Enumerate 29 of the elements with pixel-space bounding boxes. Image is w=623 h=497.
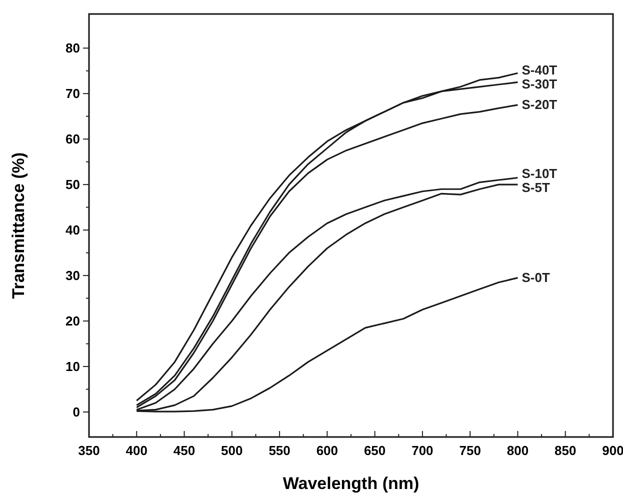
y-tick-label: 30 xyxy=(66,268,80,284)
y-tick-label: 80 xyxy=(66,40,80,56)
x-tick-label: 800 xyxy=(506,443,529,458)
y-tick-label: 10 xyxy=(66,359,80,374)
y-tick-label: 50 xyxy=(66,177,80,192)
y-tick-label: 40 xyxy=(66,222,80,238)
x-axis-title: Wavelength (nm) xyxy=(282,474,420,493)
x-tick-label: 850 xyxy=(554,443,576,458)
series-label: S-5T xyxy=(522,180,550,196)
x-tick-label: 550 xyxy=(268,443,290,458)
series-label: S-10T xyxy=(522,166,558,182)
series-label: S-30T xyxy=(522,76,558,92)
series-label: S-40T xyxy=(522,62,558,78)
y-tick-label: 70 xyxy=(66,86,80,102)
x-tick-label: 500 xyxy=(221,443,243,458)
y-tick-label: 20 xyxy=(66,314,80,329)
x-tick-label: 750 xyxy=(459,443,481,458)
series-label: S-0T xyxy=(522,270,550,285)
y-axis-title: Transmittance (%) xyxy=(9,152,28,299)
y-tick-label: 0 xyxy=(72,404,80,420)
x-tick-label: 600 xyxy=(316,443,338,458)
x-tick-label: 700 xyxy=(412,443,434,458)
x-tick-label: 900 xyxy=(602,443,623,458)
x-tick-label: 350 xyxy=(78,443,100,458)
y-tick-label: 60 xyxy=(66,132,80,147)
series-label: S-20T xyxy=(522,96,558,112)
x-tick-label: 450 xyxy=(173,443,196,458)
x-tick-label: 650 xyxy=(364,443,386,458)
x-tick-label: 400 xyxy=(126,443,148,458)
